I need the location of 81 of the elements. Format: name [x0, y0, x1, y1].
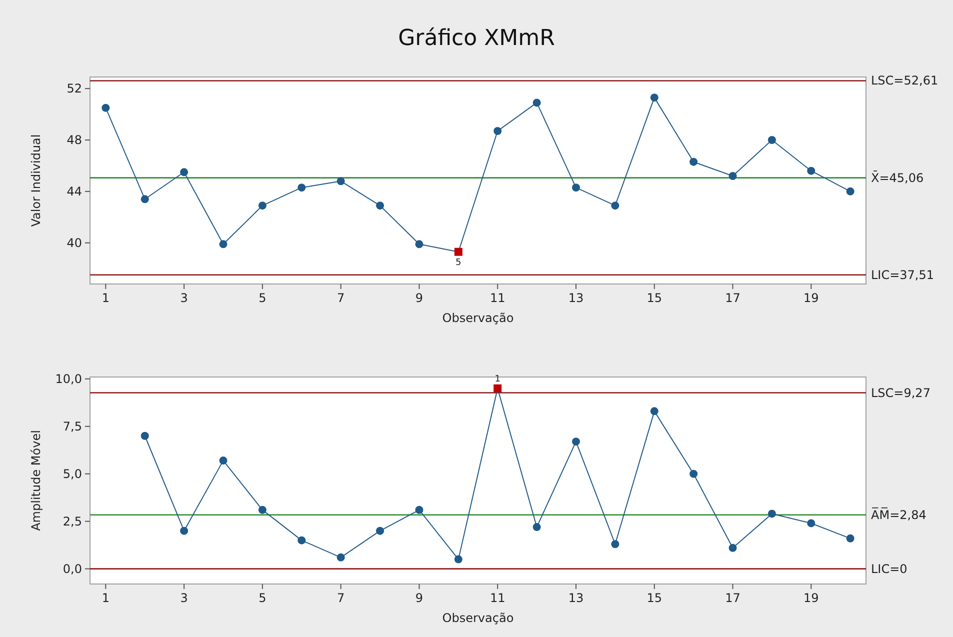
point — [650, 94, 658, 102]
point — [180, 526, 188, 535]
point — [258, 506, 266, 514]
x-axis-title: Observação — [442, 311, 514, 325]
y-tick-label: 40 — [66, 236, 82, 250]
ref-line-label: A̅M̅=2,84 — [871, 506, 926, 522]
x-tick-label: 7 — [337, 591, 345, 605]
point — [219, 240, 228, 248]
point — [454, 248, 462, 256]
x-tick-label: 7 — [337, 291, 345, 305]
ref-line-label: LSC=52,61 — [871, 74, 938, 88]
x-axis-title: Observação — [442, 611, 514, 625]
point — [807, 166, 816, 175]
point — [807, 519, 816, 528]
point — [650, 407, 658, 416]
x-tick-label: 19 — [803, 291, 819, 305]
point — [219, 456, 228, 465]
point — [258, 202, 266, 210]
x-tick-label: 3 — [180, 591, 188, 605]
point — [532, 523, 541, 532]
y-tick-label: 7,5 — [62, 419, 82, 434]
x-tick-label: 9 — [415, 291, 424, 305]
point — [728, 544, 737, 552]
point — [846, 534, 854, 542]
point — [572, 184, 580, 192]
point — [140, 432, 149, 440]
point — [454, 555, 462, 564]
x-tick-label: 11 — [490, 291, 506, 305]
point — [298, 184, 306, 192]
point — [298, 536, 306, 544]
point — [690, 158, 698, 166]
x-tick-label: 1 — [102, 591, 110, 605]
point — [611, 540, 620, 548]
point — [846, 187, 854, 196]
point — [415, 240, 424, 248]
point — [768, 510, 776, 518]
x-tick-label: 13 — [568, 591, 584, 605]
point — [336, 553, 345, 562]
x-tick-label: 9 — [415, 591, 424, 605]
x-tick-label: 5 — [258, 291, 266, 305]
ref-line-label: LIC=0 — [871, 562, 908, 576]
y-tick-label: 0,0 — [62, 562, 82, 576]
x-tick-label: 11 — [490, 591, 506, 605]
ref-line-label: X̄=45,06 — [871, 170, 924, 185]
annotation: 1 — [494, 374, 500, 384]
x-tick-label: 3 — [180, 291, 188, 305]
x-tick-label: 13 — [568, 291, 584, 305]
chart-title: Gráfico XMmR — [398, 26, 555, 51]
x-tick-label: 19 — [803, 591, 819, 605]
x-tick-label: 15 — [646, 291, 662, 305]
x-tick-label: 5 — [258, 591, 266, 605]
point — [140, 195, 149, 204]
point — [102, 104, 110, 112]
y-tick-label: 44 — [66, 184, 82, 198]
annotation: 5 — [456, 258, 462, 268]
point — [376, 202, 384, 210]
x-tick-label: 1 — [102, 291, 110, 305]
y-tick-label: 52 — [66, 82, 82, 96]
point — [768, 136, 776, 144]
point — [336, 177, 345, 186]
point — [376, 526, 384, 535]
x-tick-label: 15 — [646, 591, 662, 605]
ref-line-label: LIC=37,51 — [871, 268, 934, 282]
point — [690, 470, 698, 478]
point — [180, 168, 188, 176]
point — [494, 384, 502, 392]
y-axis-title: Valor Individual — [29, 134, 43, 227]
point — [494, 127, 502, 135]
point — [415, 506, 424, 514]
point — [572, 438, 580, 446]
x-tick-label: 17 — [725, 291, 740, 305]
y-tick-label: 5,0 — [62, 466, 82, 481]
x-tick-label: 17 — [725, 591, 740, 605]
ref-line-label: LSC=9,27 — [871, 386, 930, 400]
y-tick-label: 10,0 — [55, 372, 82, 386]
point — [611, 202, 620, 210]
point — [728, 172, 737, 180]
y-axis-title: Amplitude Móvel — [29, 430, 43, 531]
y-tick-label: 2,5 — [62, 514, 82, 528]
point — [532, 98, 541, 107]
y-tick-label: 48 — [66, 133, 82, 147]
